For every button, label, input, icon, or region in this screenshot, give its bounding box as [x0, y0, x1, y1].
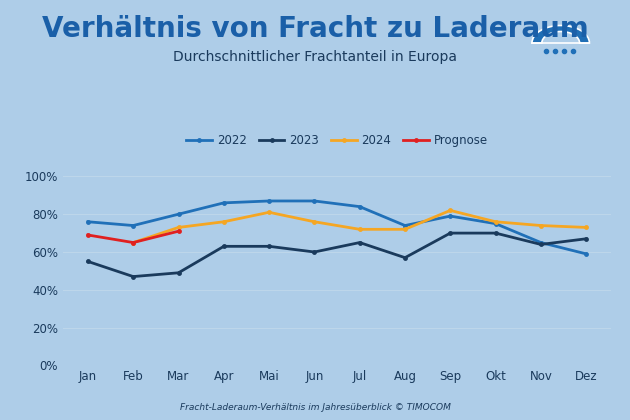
- Text: Fracht-Laderaum-Verhältnis im Jahresüberblick © TIMOCOM: Fracht-Laderaum-Verhältnis im Jahresüber…: [180, 404, 450, 412]
- 2024: [356, 227, 364, 232]
- 2024: [265, 210, 273, 215]
- Prognose: [84, 232, 92, 237]
- 2022: [311, 198, 318, 203]
- Line: 2024: 2024: [131, 208, 588, 245]
- 2023: [265, 244, 273, 249]
- 2023: [129, 274, 137, 279]
- 2022: [84, 219, 92, 224]
- 2022: [582, 251, 590, 256]
- 2022: [175, 212, 182, 217]
- Text: Durchschnittlicher Frachtanteil in Europa: Durchschnittlicher Frachtanteil in Europ…: [173, 50, 457, 64]
- 2023: [356, 240, 364, 245]
- 2023: [492, 231, 500, 236]
- 2023: [582, 236, 590, 241]
- Text: Verhältnis von Fracht zu Laderaum: Verhältnis von Fracht zu Laderaum: [42, 16, 588, 43]
- 2024: [129, 240, 137, 245]
- 2023: [175, 270, 182, 276]
- 2024: [311, 219, 318, 224]
- 2023: [537, 242, 545, 247]
- Line: 2022: 2022: [86, 199, 588, 256]
- 2022: [447, 213, 454, 218]
- 2022: [401, 223, 409, 228]
- Prognose: [175, 228, 182, 234]
- Line: 2023: 2023: [86, 231, 588, 279]
- 2024: [220, 219, 227, 224]
- 2023: [447, 231, 454, 236]
- 2024: [537, 223, 545, 228]
- 2023: [220, 244, 227, 249]
- 2023: [311, 249, 318, 255]
- 2022: [265, 198, 273, 203]
- Wedge shape: [532, 26, 590, 43]
- 2022: [356, 204, 364, 209]
- Prognose: [129, 240, 137, 245]
- Line: Prognose: Prognose: [86, 229, 181, 245]
- 2024: [175, 225, 182, 230]
- 2023: [84, 259, 92, 264]
- 2023: [401, 255, 409, 260]
- 2024: [401, 227, 409, 232]
- 2024: [582, 225, 590, 230]
- 2024: [492, 219, 500, 224]
- Legend: 2022, 2023, 2024, Prognose: 2022, 2023, 2024, Prognose: [181, 129, 493, 152]
- 2022: [220, 200, 227, 205]
- 2022: [129, 223, 137, 228]
- 2022: [537, 240, 545, 245]
- 2022: [492, 221, 500, 226]
- 2024: [447, 208, 454, 213]
